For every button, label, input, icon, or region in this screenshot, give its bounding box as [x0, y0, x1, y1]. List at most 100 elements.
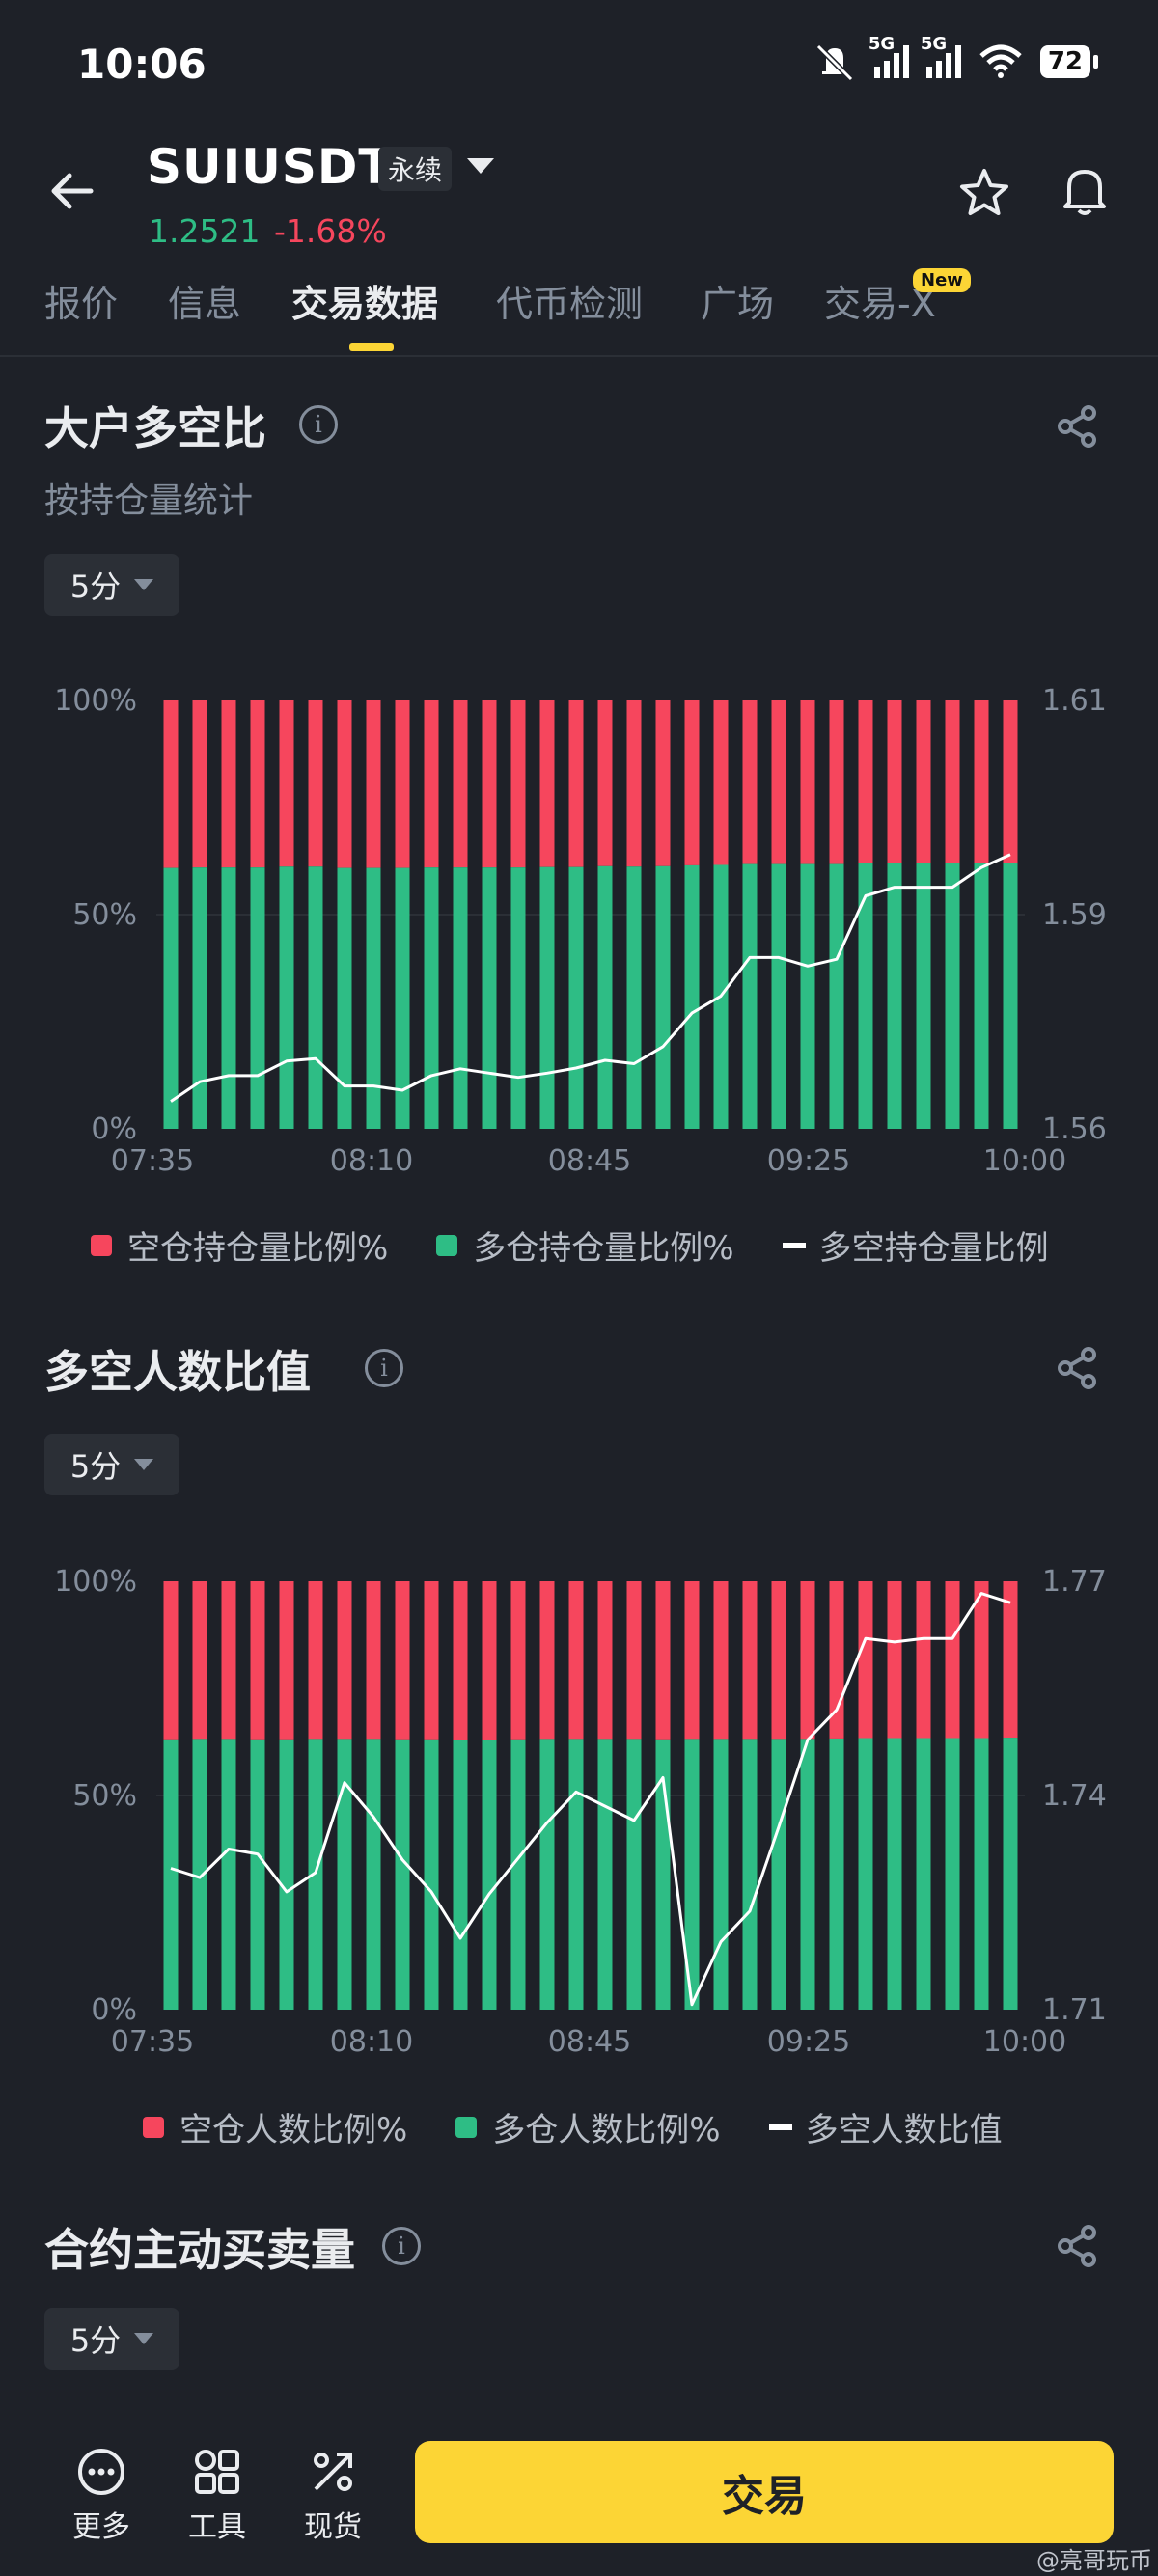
short-bar — [916, 700, 931, 863]
account-ratio-chart: 100% 50% 0% 1.77 1.74 1.71 07:35 08:10 08:45 09:2… — [54, 1565, 1107, 2059]
short-bar — [482, 1581, 497, 1740]
long-bar — [568, 1739, 584, 2010]
chevron-down-icon — [134, 2333, 154, 2344]
back-arrow-icon[interactable] — [44, 164, 98, 218]
long-bar — [395, 867, 410, 1129]
long-bar — [510, 867, 526, 1129]
tab-square[interactable]: 广场 — [701, 283, 775, 325]
section-subtitle: 按持仓量统计 — [44, 481, 254, 521]
symbol-title[interactable]: SUIUSDT — [147, 139, 393, 195]
notification-bell-icon[interactable] — [1056, 162, 1114, 220]
long-bar — [684, 864, 700, 1129]
long-bar — [742, 863, 758, 1129]
long-bar — [626, 866, 642, 1129]
short-bar — [1003, 700, 1018, 863]
short-bar — [800, 1581, 815, 1740]
interval-selector[interactable]: 5分 — [44, 554, 179, 616]
section-title-account-ratio: 多空人数比值 — [44, 1346, 311, 1398]
short-bar — [510, 700, 526, 868]
short-bar — [250, 1581, 265, 1740]
short-bar — [568, 700, 584, 867]
long-bar — [482, 867, 497, 1129]
short-bar — [655, 700, 671, 866]
battery-indicator: 72 — [1039, 45, 1099, 78]
short-bar — [887, 700, 902, 863]
y-left-tick-label: 50% — [72, 1779, 137, 1813]
trade-button[interactable]: 交易 — [415, 2441, 1114, 2543]
short-bar — [482, 700, 497, 868]
x-tick-label: 08:45 — [548, 2025, 631, 2059]
interval-selector[interactable]: 5分 — [44, 2308, 179, 2370]
legend-long: 多仓持仓量比例% — [473, 1229, 734, 1268]
info-icon[interactable]: i — [382, 2227, 421, 2265]
y-left-tick-label: 0% — [91, 1112, 137, 1146]
short-bar — [771, 700, 786, 864]
top-trader-ratio-chart: 100% 50% 0% 1.61 1.59 1.56 07:35 08:10 08:45 09:2… — [54, 684, 1107, 1178]
favorite-star-icon[interactable] — [957, 166, 1011, 220]
chart-legend: 空仓人数比例% 多仓人数比例% 多空人数比值 — [143, 2103, 1003, 2151]
signal-icon: 5G — [868, 34, 909, 78]
short-bar — [279, 1581, 294, 1740]
short-bar — [308, 1581, 323, 1740]
interval-label: 5分 — [69, 1448, 122, 1485]
short-bar — [279, 700, 294, 867]
legend-swatch-short — [143, 2116, 164, 2138]
short-bar — [453, 1581, 468, 1740]
long-bar — [279, 866, 294, 1129]
long-bar — [916, 1738, 931, 2010]
long-bar — [510, 1739, 526, 2010]
long-bar — [597, 1739, 613, 2010]
long-bar — [713, 1739, 729, 2010]
long-bar — [453, 867, 468, 1129]
short-bar — [539, 700, 555, 867]
x-tick-label: 07:35 — [111, 2025, 194, 2059]
long-bar — [626, 1739, 642, 2010]
spot-button[interactable]: 现货 — [290, 2447, 376, 2545]
share-icon[interactable] — [1054, 403, 1100, 450]
chevron-down-icon[interactable] — [467, 158, 494, 174]
mute-icon — [815, 43, 853, 81]
info-icon[interactable]: i — [299, 405, 338, 444]
tools-button[interactable]: 工具 — [174, 2447, 261, 2545]
x-tick-label: 08:45 — [548, 1144, 631, 1178]
long-bar — [829, 1738, 844, 2010]
legend-short: 空仓持仓量比例% — [127, 1229, 389, 1268]
long-bar — [771, 1739, 786, 2010]
y-right-tick-label: 1.71 — [1042, 1993, 1107, 2027]
more-button[interactable]: 更多 — [58, 2447, 145, 2545]
long-bar — [800, 863, 815, 1129]
short-bar — [858, 1581, 873, 1739]
long-bar — [916, 863, 931, 1129]
price-change: -1.68% — [274, 212, 387, 250]
short-bar — [829, 700, 844, 864]
legend-swatch-ratio — [782, 1242, 806, 1248]
share-icon[interactable] — [1054, 1345, 1100, 1391]
long-bar — [974, 1738, 989, 2010]
y-right-tick-label: 1.56 — [1042, 1112, 1107, 1146]
tab-trading-data[interactable]: 交易数据 — [291, 283, 439, 325]
long-bar — [539, 1739, 555, 2010]
short-bar — [974, 700, 989, 863]
chevron-down-icon — [134, 579, 154, 590]
long-bar — [279, 1739, 294, 2010]
active-tab-indicator — [349, 343, 394, 351]
short-bar — [800, 700, 815, 864]
short-bar — [597, 700, 613, 866]
more-label: 更多 — [72, 2510, 130, 2544]
tab-info[interactable]: 信息 — [168, 283, 242, 325]
long-bar — [424, 1739, 439, 2010]
tab-token-check[interactable]: 代币检测 — [496, 283, 644, 325]
info-icon[interactable]: i — [365, 1349, 403, 1387]
tab-quotes[interactable]: 报价 — [44, 283, 119, 325]
interval-selector[interactable]: 5分 — [44, 1434, 179, 1495]
short-bar — [684, 700, 700, 865]
share-icon[interactable] — [1054, 2223, 1100, 2269]
short-bar — [1003, 1581, 1018, 1739]
short-bar — [424, 1581, 439, 1740]
long-bar — [250, 867, 265, 1129]
long-bar — [829, 863, 844, 1129]
x-tick-label: 08:10 — [330, 1144, 413, 1178]
legend-swatch-short — [91, 1234, 112, 1256]
long-bar — [887, 863, 902, 1129]
short-bar — [221, 700, 236, 868]
